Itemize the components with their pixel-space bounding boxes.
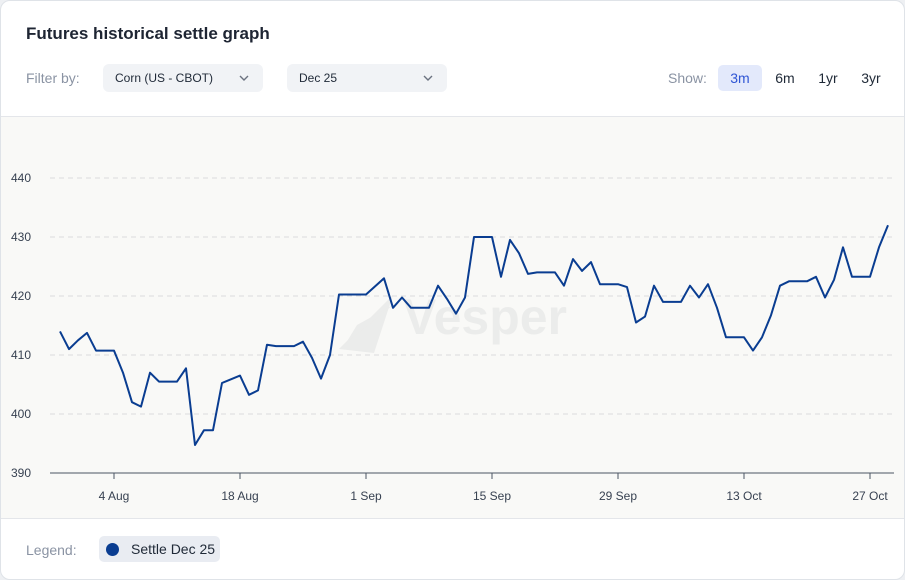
commodity-select-value: Corn (US - CBOT) — [115, 71, 214, 85]
chevron-down-icon — [239, 75, 249, 81]
x-tick-label: 18 Aug — [221, 489, 258, 503]
y-tick-label: 440 — [11, 171, 31, 185]
y-tick-label: 430 — [11, 230, 31, 244]
settle-line-chart: Vesper 390 400 410 420 430 440 4 Aug 18 Aug 1 Se… — [11, 171, 894, 503]
y-tick-label: 420 — [11, 289, 31, 303]
page-title: Futures historical settle graph — [26, 24, 270, 43]
legend-label: Legend: — [26, 542, 77, 558]
chevron-down-icon — [423, 75, 433, 81]
legend-item-settle[interactable]: Settle Dec 25 — [99, 536, 220, 562]
filter-label: Filter by: — [26, 70, 80, 86]
series-color-dot — [106, 542, 119, 556]
x-tick-label: 27 Oct — [852, 489, 888, 503]
series-line-settle[interactable] — [59, 224, 889, 446]
x-tick-label: 13 Oct — [726, 489, 762, 503]
range-1yr-button[interactable]: 1yr — [818, 70, 838, 86]
x-tick-label: 29 Sep — [599, 489, 637, 503]
x-tick-label: 4 Aug — [99, 489, 130, 503]
vesper-watermark: Vesper — [339, 289, 567, 353]
chart-area: Vesper 390 400 410 420 430 440 4 Aug 18 Aug 1 Se… — [1, 116, 904, 519]
range-3yr-button[interactable]: 3yr — [861, 70, 881, 86]
commodity-select[interactable]: Corn (US - CBOT) — [103, 64, 263, 92]
range-6m-button[interactable]: 6m — [775, 70, 795, 86]
x-tick-label: 15 Sep — [473, 489, 511, 503]
watermark-text: Vesper — [403, 289, 567, 345]
y-tick-label: 410 — [11, 348, 31, 362]
contract-select[interactable]: Dec 25 — [287, 64, 447, 92]
y-tick-label: 390 — [11, 466, 31, 480]
x-tick-label: 1 Sep — [350, 489, 382, 503]
contract-select-value: Dec 25 — [299, 71, 338, 85]
y-tick-label: 400 — [11, 407, 31, 421]
range-3m-button[interactable]: 3m — [718, 65, 762, 91]
show-label: Show: — [668, 70, 707, 86]
legend-item-label: Settle Dec 25 — [131, 541, 216, 557]
